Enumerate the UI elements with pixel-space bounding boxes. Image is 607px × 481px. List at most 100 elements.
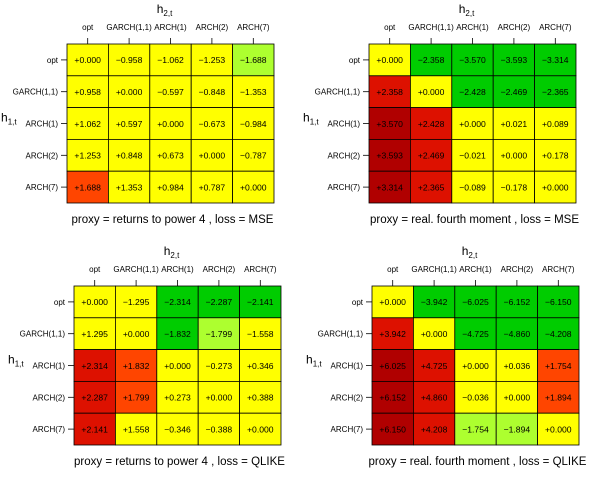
heatmap-cell <box>454 349 497 382</box>
row-tick-label: ARCH(1) <box>26 120 59 129</box>
cell-value-label: −0.346 <box>164 424 191 434</box>
cell-value-label: +0.000 <box>199 151 226 161</box>
cell-value-label: +0.000 <box>545 424 572 434</box>
cell-value-label: +1.754 <box>545 361 572 371</box>
cell-value-label: +0.273 <box>164 393 191 403</box>
cell-value-label: +0.000 <box>157 119 184 129</box>
cell-value-label: +3.314 <box>376 182 403 192</box>
cell-value-label: −1.754 <box>462 424 489 434</box>
heatmap-cell <box>197 349 240 382</box>
heatmap-cell <box>239 349 282 382</box>
cell-value-label: +1.353 <box>116 182 143 192</box>
cell-value-label: +1.295 <box>81 329 108 339</box>
cell-value-label: −4.208 <box>545 329 572 339</box>
column-tick-label: ARCH(2) <box>501 265 534 274</box>
row-tick-label: ARCH(7) <box>26 183 59 192</box>
heatmap-cell <box>495 380 539 414</box>
heatmap-cell <box>451 170 494 204</box>
cell-value-label: −0.848 <box>199 87 226 97</box>
heatmap-cell <box>239 285 282 319</box>
row-tick-label: ARCH(1) <box>33 362 66 371</box>
cell-value-label: +0.021 <box>501 119 528 129</box>
cell-value-label: −6.152 <box>504 297 531 307</box>
heatmap-cell <box>409 138 453 172</box>
heatmap-cell <box>108 138 151 172</box>
cell-value-label: +0.000 <box>206 393 233 403</box>
row-tick-label: ARCH(7) <box>33 425 66 434</box>
row-tick-label: ARCH(1) <box>331 362 364 371</box>
heatmap-cell <box>108 107 151 140</box>
cell-value-label: −2.428 <box>459 87 486 97</box>
heatmap-cell <box>115 317 158 350</box>
cell-value-label: +0.000 <box>421 329 448 339</box>
cell-value-label: +0.000 <box>462 361 489 371</box>
cell-value-label: −3.570 <box>459 55 486 65</box>
column-tick-label: opt <box>89 265 101 274</box>
panel-title: proxy = returns to power 4 , loss = MSE <box>72 214 274 226</box>
y-axis-label: h1,t <box>303 111 319 127</box>
heatmap-cell <box>492 138 536 172</box>
cell-value-label: −2.141 <box>247 297 274 307</box>
row-tick-label: GARCH(1,1) <box>13 88 59 97</box>
cell-value-label: +1.688 <box>74 182 101 192</box>
cell-value-label: −3.593 <box>501 55 528 65</box>
heatmap-cell <box>149 170 192 204</box>
cell-value-label: −0.958 <box>116 55 143 65</box>
heatmap-cell <box>412 349 456 382</box>
heatmap-cell <box>495 285 539 319</box>
heatmap-panel-1: +0.000 −0.958 −1.062 −1.253 −1.688 +0.958 +0.0… <box>1 2 275 226</box>
heatmap-panel-4: +0.000 −3.942 −6.025 −6.152 −6.150 +3.942 +0.0… <box>306 244 587 468</box>
heatmap-cell <box>537 412 580 446</box>
column-tick-label: ARCH(2) <box>203 265 236 274</box>
cell-value-label: −1.062 <box>157 55 184 65</box>
heatmap-cell <box>156 285 199 319</box>
row-tick-label: opt <box>47 56 59 65</box>
cell-value-label: +0.000 <box>542 182 569 192</box>
cell-value-label: +6.150 <box>379 424 406 434</box>
heatmap-cell <box>371 349 414 382</box>
cell-value-label: −2.314 <box>164 297 191 307</box>
column-tick-label: ARCH(7) <box>539 23 572 32</box>
cell-value-label: +4.725 <box>421 361 448 371</box>
heatmap-cell <box>156 380 199 414</box>
cell-value-label: +4.208 <box>421 424 448 434</box>
heatmap-cell <box>409 170 453 204</box>
cell-value-label: −1.799 <box>206 329 233 339</box>
row-tick-label: ARCH(2) <box>331 393 364 402</box>
cell-value-label: −0.089 <box>459 182 486 192</box>
cell-value-label: −0.984 <box>240 119 267 129</box>
cell-value-label: +6.025 <box>379 361 406 371</box>
column-tick-label: GARCH(1,1) <box>106 23 152 32</box>
panel-title: proxy = real. fourth moment , loss = QLI… <box>369 456 587 468</box>
cell-value-label: +2.287 <box>81 393 108 403</box>
heatmap-cell <box>492 107 536 140</box>
cell-value-label: +4.860 <box>421 393 448 403</box>
heatmap-cell <box>190 107 233 140</box>
cell-value-label: −0.273 <box>206 361 233 371</box>
cell-value-label: +3.942 <box>379 329 406 339</box>
row-tick-label: ARCH(2) <box>26 151 59 160</box>
heatmap-cell <box>412 317 456 350</box>
heatmap-cell <box>495 317 539 350</box>
row-tick-label: ARCH(2) <box>328 151 361 160</box>
cell-value-label: −1.353 <box>240 87 267 97</box>
cell-value-label: +0.000 <box>376 55 403 65</box>
heatmap-cell <box>149 138 192 172</box>
column-tick-label: ARCH(7) <box>244 265 277 274</box>
cell-value-label: −2.469 <box>501 87 528 97</box>
column-tick-label: GARCH(1,1) <box>411 265 457 274</box>
heatmap-cell <box>537 380 580 414</box>
cell-value-label: −6.150 <box>545 297 572 307</box>
cell-value-label: +2.365 <box>418 182 445 192</box>
cell-value-label: −1.688 <box>240 55 267 65</box>
column-tick-label: opt <box>82 23 94 32</box>
column-tick-label: ARCH(2) <box>498 23 531 32</box>
cell-value-label: +0.178 <box>542 151 569 161</box>
cell-value-label: +0.000 <box>501 151 528 161</box>
cell-value-label: +2.358 <box>376 87 403 97</box>
heatmap-cell <box>534 43 577 77</box>
cell-value-label: −2.287 <box>206 297 233 307</box>
cell-value-label: +0.089 <box>542 119 569 129</box>
x-axis-label: h2,t <box>462 244 478 260</box>
